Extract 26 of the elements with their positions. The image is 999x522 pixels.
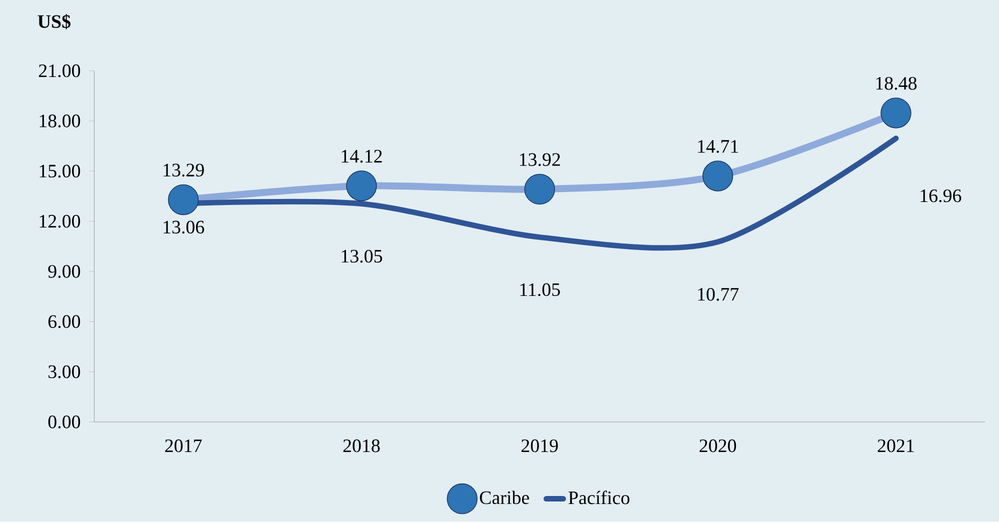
- legend-label: Caribe: [480, 490, 529, 504]
- data-label: 14.71: [698, 140, 738, 154]
- data-label: 10.77: [698, 288, 739, 301]
- data-label: 13.06: [164, 220, 204, 234]
- y-axis-title: US$: [38, 14, 70, 30]
- x-tick-label: 2017: [165, 440, 202, 452]
- y-tick-label: 0.00: [48, 416, 80, 429]
- data-label: 13.29: [164, 164, 204, 177]
- x-tick-label: 2021: [878, 440, 914, 452]
- y-tick-label: 15.00: [40, 164, 80, 178]
- data-label: 13.92: [520, 153, 560, 166]
- x-tick-label: 2018: [343, 440, 380, 452]
- y-tick-label: 12.00: [40, 215, 80, 228]
- y-tick-label: 6.00: [48, 315, 80, 328]
- data-label: 14.12: [342, 150, 382, 163]
- y-tick-label: 21.00: [38, 64, 80, 78]
- y-tick-label: 3.00: [48, 365, 80, 378]
- data-label: 11.05: [520, 283, 560, 296]
- y-tick-label: 18.00: [40, 114, 80, 128]
- legend-label: Pacífico: [568, 490, 630, 504]
- data-label: 13.05: [342, 250, 382, 263]
- x-tick-label: 2019: [522, 440, 558, 452]
- data-label: 16.96: [920, 190, 962, 202]
- data-label: 18.48: [876, 77, 917, 90]
- y-tick-label: 9.00: [48, 265, 80, 278]
- x-tick-label: 2020: [700, 440, 736, 452]
